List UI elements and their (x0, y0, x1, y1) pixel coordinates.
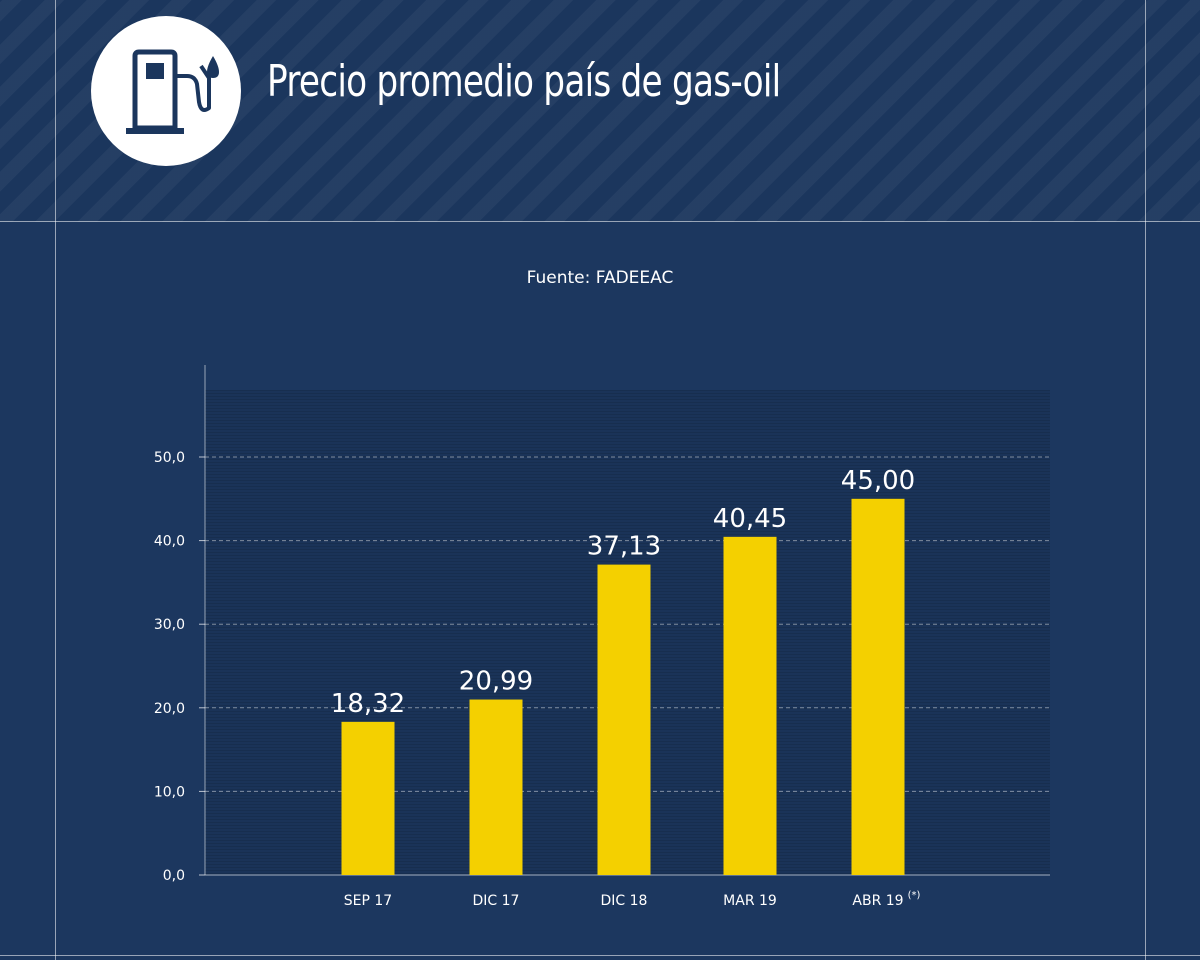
data-label: 20,99 (459, 667, 533, 697)
data-label: 45,00 (841, 466, 915, 496)
data-label: 40,45 (713, 504, 787, 534)
y-tick-label: 40,0 (154, 534, 185, 550)
fuel-pump-icon (91, 16, 241, 166)
y-tick-label: 50,0 (154, 450, 185, 466)
data-label: 37,13 (587, 532, 661, 562)
bar (723, 536, 777, 875)
frame-line-right (1145, 0, 1146, 960)
source-label: Fuente: FADEEAC (526, 268, 674, 288)
y-tick-label: 30,0 (154, 617, 185, 633)
y-tick-label: 0,0 (163, 868, 185, 884)
data-label: 18,32 (331, 689, 405, 719)
bar (851, 498, 905, 875)
x-tick-label: MAR 19 (723, 893, 777, 909)
frame-line-left (55, 0, 56, 960)
footnote-marker: (*) (908, 890, 921, 901)
x-tick-label: DIC 18 (601, 893, 648, 909)
frame-line-top (0, 221, 1200, 222)
frame-line-bottom (0, 955, 1200, 956)
x-tick-label: SEP 17 (344, 893, 392, 909)
page-title: Precio promedio país de gas-oil (267, 56, 781, 107)
bar (597, 564, 651, 875)
y-tick-label: 10,0 (154, 784, 185, 800)
x-tick-label: ABR 19 (852, 893, 903, 909)
bar (469, 699, 523, 875)
x-tick-label: DIC 17 (473, 893, 520, 909)
y-tick-label: 20,0 (154, 701, 185, 717)
bar (341, 721, 395, 875)
